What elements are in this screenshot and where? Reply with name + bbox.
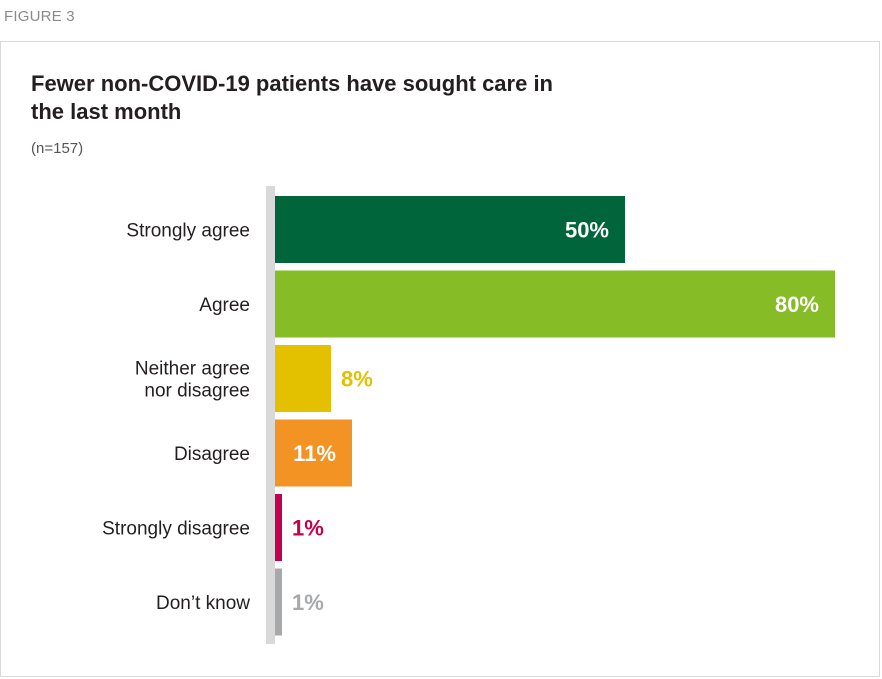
chart-panel bbox=[0, 41, 880, 677]
category-label-2: Neither agree nor disagree bbox=[135, 359, 250, 402]
category-label-3: Disagree bbox=[174, 444, 250, 465]
value-label-0: 50% bbox=[565, 218, 609, 243]
chart-title: Fewer non-COVID-19 patients have sought … bbox=[31, 71, 553, 124]
category-label-1: Agree bbox=[199, 295, 250, 316]
figure-label: FIGURE 3 bbox=[4, 8, 75, 25]
value-label-4: 1% bbox=[292, 516, 324, 541]
category-label-0: Strongly agree bbox=[126, 221, 250, 242]
category-label-4: Strongly disagree bbox=[102, 519, 250, 540]
bar-4 bbox=[275, 494, 282, 561]
value-label-1: 80% bbox=[775, 292, 819, 317]
bar-3 bbox=[275, 419, 352, 487]
chart-subtitle: (n=157) bbox=[31, 140, 84, 157]
bar-5 bbox=[275, 568, 282, 636]
bars-group: Strongly agree 50% Agree 80% Neither agree no… bbox=[102, 196, 835, 636]
value-label-2: 8% bbox=[341, 367, 373, 392]
axis-baseline bbox=[266, 186, 275, 644]
value-label-3: 11% bbox=[293, 441, 336, 466]
bar-1 bbox=[275, 270, 835, 338]
category-label-5: Don’t know bbox=[156, 593, 250, 614]
bar-2 bbox=[275, 345, 331, 412]
value-label-5: 1% bbox=[292, 590, 324, 615]
bar-0 bbox=[275, 196, 625, 263]
